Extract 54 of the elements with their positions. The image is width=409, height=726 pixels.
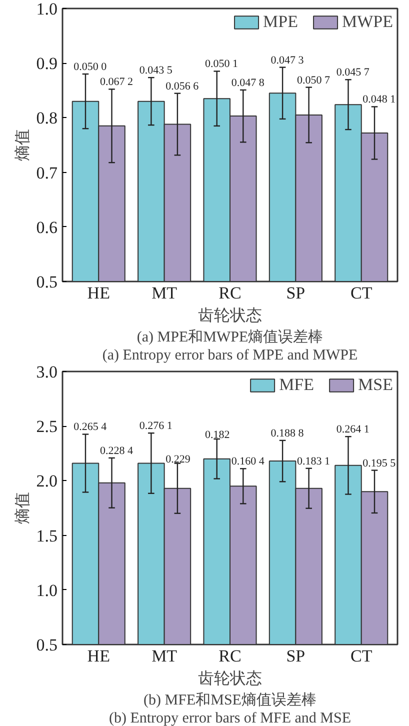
x-axis-title: 齿轮状态 — [198, 306, 262, 324]
annotation: 0.050 1 — [205, 58, 238, 70]
x-axis-title: 齿轮状态 — [198, 670, 262, 688]
y-tick-label: 2.0 — [36, 472, 58, 491]
y-tick-label: 0.7 — [36, 163, 58, 182]
y-tick-label: 1.5 — [36, 526, 58, 546]
annotation: 0.048 1 — [362, 94, 396, 106]
text: (b) Entropy error bars of MFE and MSE — [108, 710, 352, 726]
legend-label: MSE — [358, 375, 393, 395]
annotation: 0.228 4 — [100, 444, 134, 457]
annotation: 0.067 2 — [100, 76, 133, 88]
text: (b) MFE和MSE熵值误差棒 — [144, 692, 316, 708]
annotation: 0.056 6 — [166, 80, 200, 92]
annotation: 0.265 4 — [74, 421, 108, 434]
y-tick-label: 3.0 — [36, 362, 58, 382]
annotation: 0.229 — [166, 453, 191, 466]
y-axis-title: 熵值 — [13, 129, 32, 161]
y-axis-title: 熵值 — [13, 492, 32, 524]
annotation: 0.276 1 — [139, 420, 172, 432]
y-tick-label: 0.9 — [36, 54, 58, 74]
y-tick-label: 1.0 — [36, 580, 58, 600]
annotation: 0.182 — [205, 428, 230, 441]
annotation: 0.047 8 — [231, 76, 265, 89]
annotation: 0.050 7 — [297, 74, 330, 86]
annotation: 0.183 1 — [297, 455, 330, 468]
annotation: 0.188 8 — [270, 427, 304, 440]
y-tick-label: 0.5 — [36, 272, 58, 292]
x-tick-label: SP — [286, 284, 306, 302]
annotation: 0.045 7 — [336, 66, 370, 79]
annotation: 0.047 3 — [270, 54, 304, 66]
x-tick-label: HE — [87, 646, 110, 666]
x-tick-label: RC — [218, 646, 242, 666]
x-tick-label: RC — [218, 284, 242, 302]
x-tick-label: SP — [286, 646, 306, 666]
x-tick-label: MT — [152, 646, 178, 666]
x-tick-label: MT — [152, 284, 178, 302]
text: (a) MPE和MWPE熵值误差棒 — [136, 328, 324, 346]
legend-label: MWPE — [342, 12, 393, 32]
annotation: 0.264 1 — [336, 424, 370, 436]
annotation: 0.195 5 — [362, 457, 396, 470]
y-tick-label: 0.8 — [36, 108, 58, 128]
text: (a) Entropy error bars of MPE and MWPE — [102, 348, 358, 364]
y-tick-label: 1.0 — [36, 0, 58, 18]
annotation: 0.050 0 — [74, 61, 108, 74]
x-tick-label: CT — [350, 646, 373, 666]
y-tick-label: 0.5 — [36, 636, 58, 654]
y-tick-label: 2.5 — [36, 417, 58, 436]
y-tick-label: 0.6 — [36, 218, 58, 237]
x-tick-label: CT — [350, 284, 373, 302]
x-tick-label: HE — [87, 284, 110, 302]
legend-label: MFE — [279, 375, 314, 395]
legend-label: MPE — [263, 12, 298, 32]
annotation: 0.160 4 — [231, 456, 265, 468]
annotation: 0.043 5 — [139, 64, 173, 77]
